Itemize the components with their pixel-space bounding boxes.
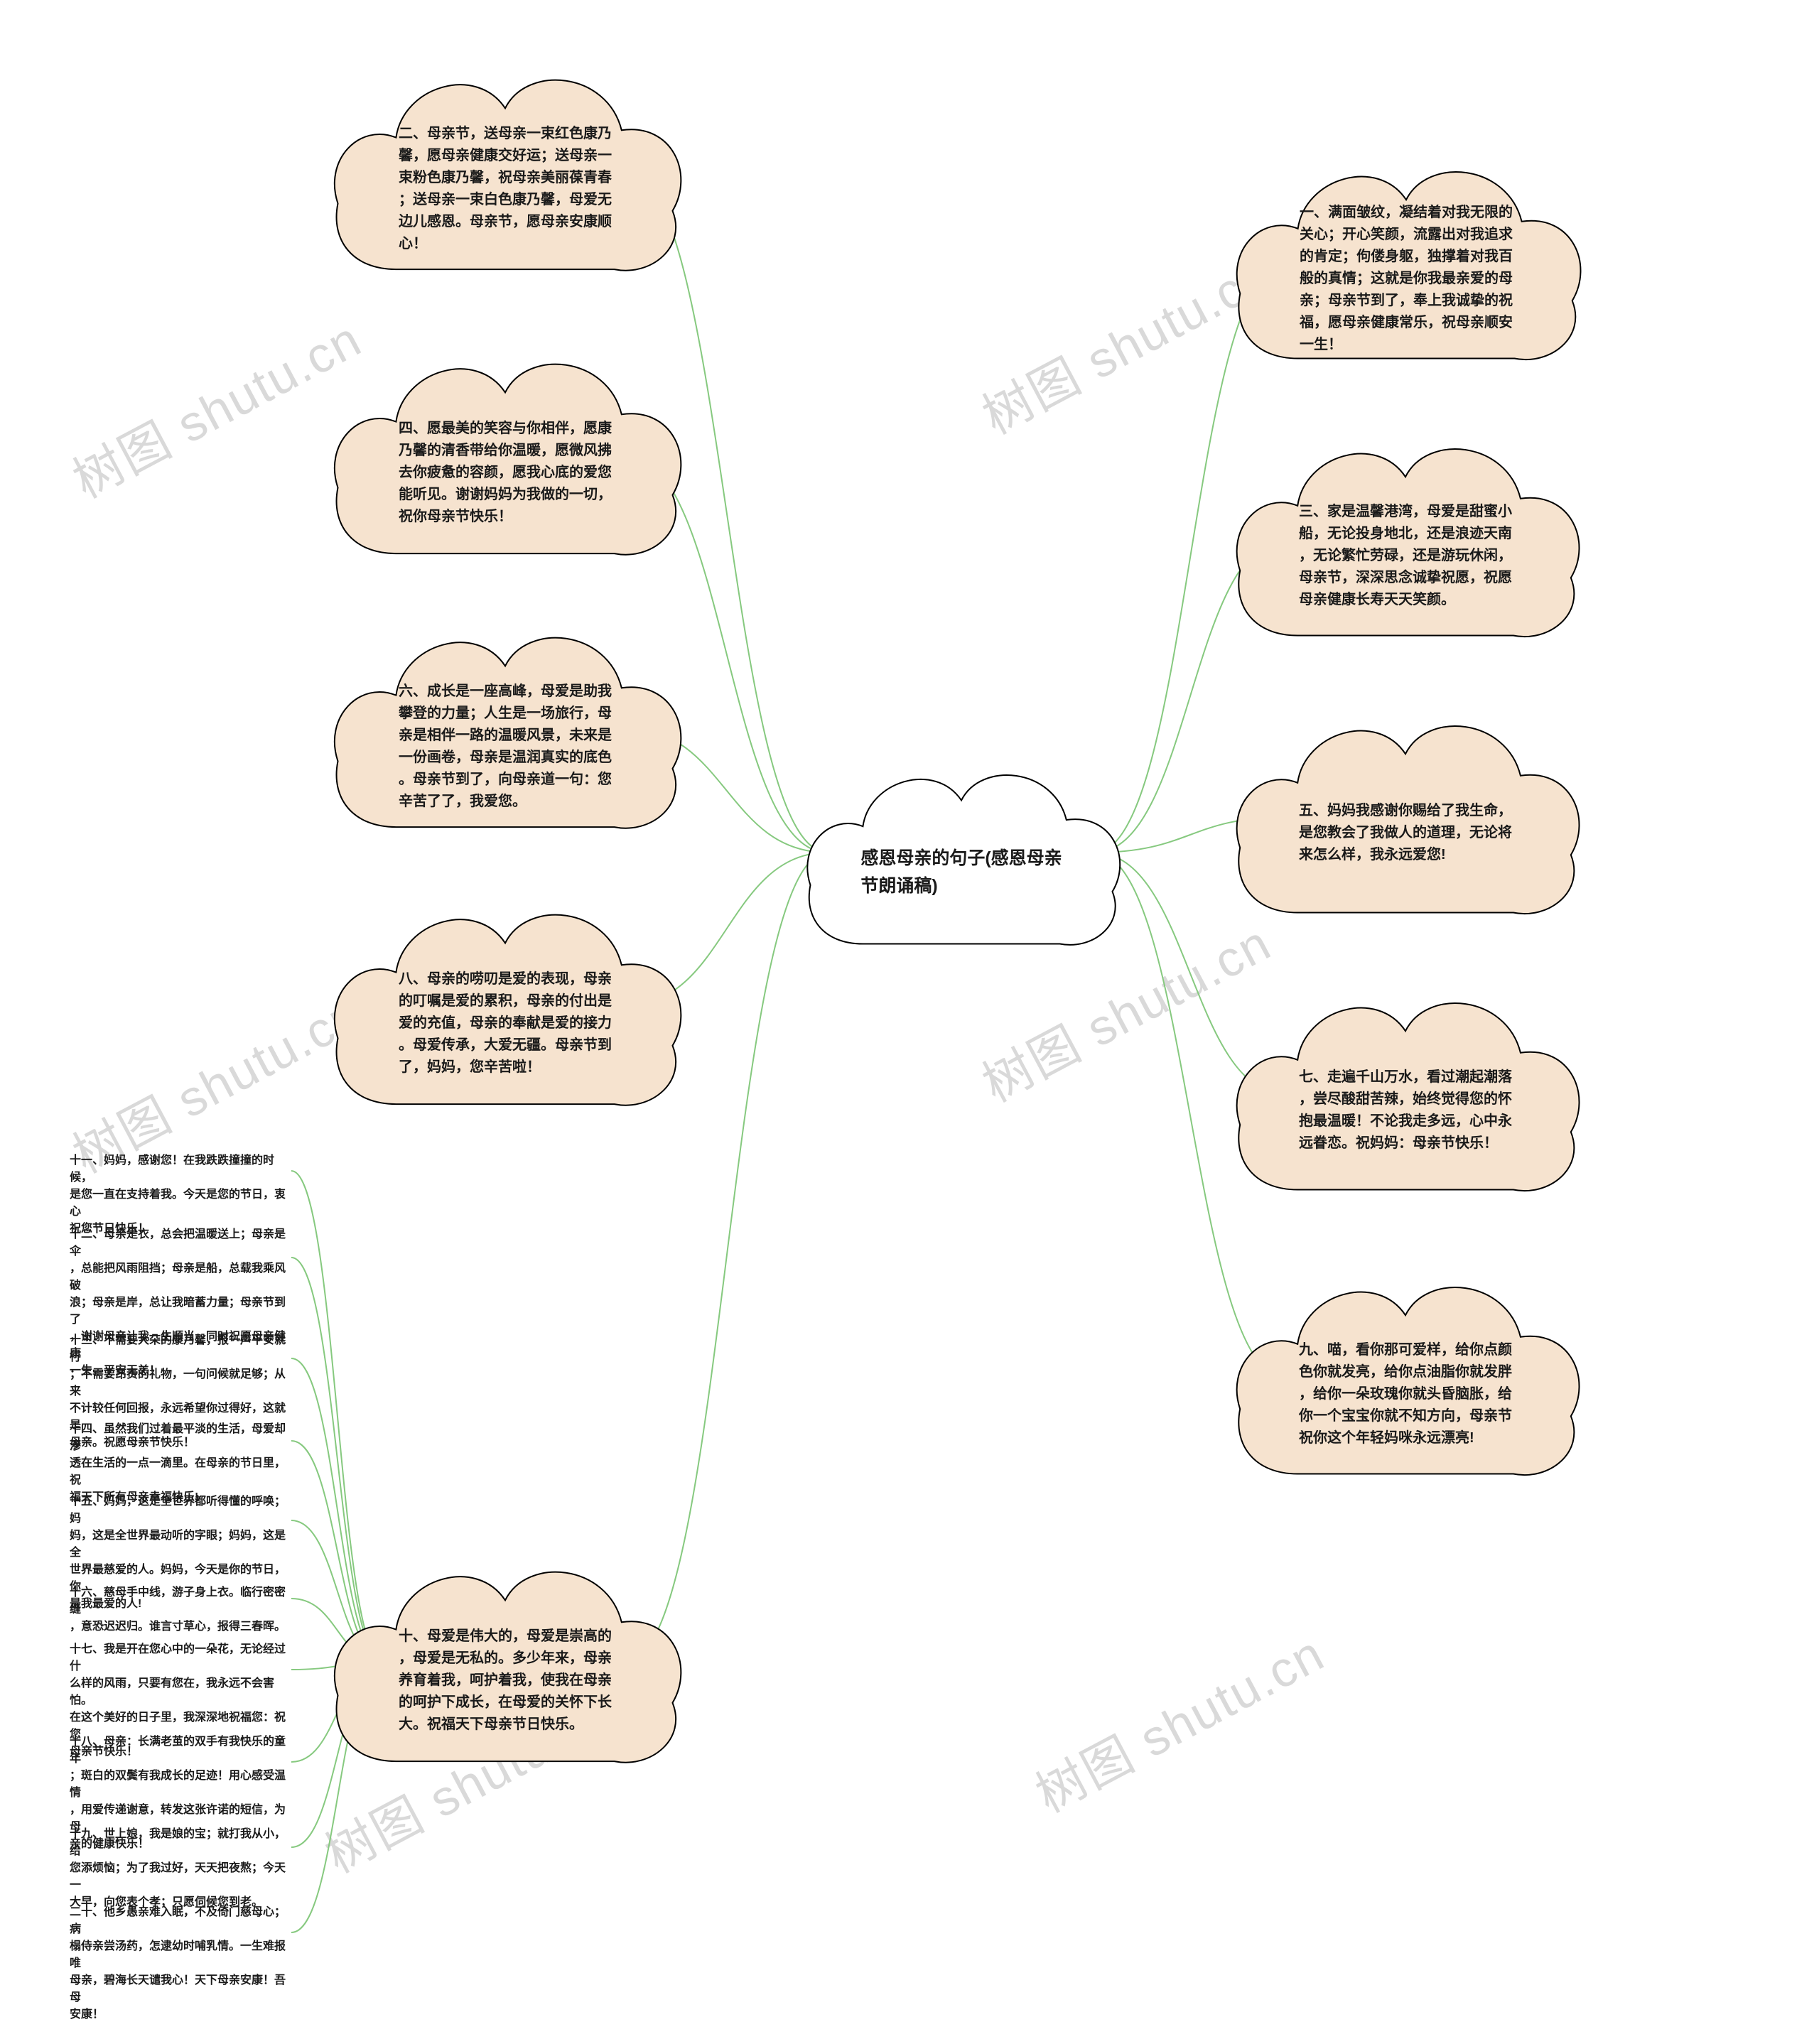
- cloud-node-center: 感恩母亲的句子(感恩母亲 节朗诵稿): [797, 748, 1126, 963]
- text-node-t16: 十六、慈母手中线，游子身上衣。临行密密缝 ，意恐迟迟归。谁言寸草心，报得三春晖。: [70, 1584, 291, 1635]
- text-node-t11: 十一、妈妈，感谢您！在我跌跌撞撞的时候， 是您一直在支持着我。今天是您的节日，衷…: [70, 1152, 291, 1238]
- cloud-text: 七、走遍千山万水，看过潮起潮落 ，尝尽酸甜苦辣，始终觉得您的怀 抱最温暖！不论我…: [1299, 1066, 1512, 1155]
- cloud-text: 一、满面皱纹，凝结着对我无限的 关心；开心笑颜，流露出对我追求 的肯定；佝偻身躯…: [1300, 202, 1513, 356]
- cloud-node-r9: 九、喵，看你那可爱样，给你点颜 色你就发亮，给你点油脂你就发胖 ，给你一朵玫瑰你…: [1226, 1258, 1585, 1496]
- cloud-text: 六、成长是一座高峰，母爱是助我 攀登的力量；人生是一场旅行，母 亲是相伴一路的温…: [399, 681, 612, 813]
- cloud-text: 九、喵，看你那可爱样，给你点颜 色你就发亮，给你点油脂你就发胖 ，给你一朵玫瑰你…: [1299, 1339, 1512, 1449]
- cloud-text: 感恩母亲的句子(感恩母亲 节朗诵稿): [860, 845, 1062, 900]
- cloud-text: 十、母爱是伟大的，母爱是崇高的 ，母爱是无私的。多少年来，母亲 养育着我，呵护着…: [399, 1626, 612, 1736]
- text-node-t20: 二十、他乡愚亲难入眠，不及倚门慈母心；病 榻侍亲尝汤药，怎逮幼时哺乳情。一生难报…: [70, 1904, 291, 2023]
- cloud-node-r3: 三、家是温馨港湾，母爱是甜蜜小 船，无论投身地北，还是浪迹天南 ，无论繁忙劳碌，…: [1226, 419, 1585, 657]
- cloud-text: 三、家是温馨港湾，母爱是甜蜜小 船，无论投身地北，还是浪迹天南 ，无论繁忙劳碌，…: [1299, 501, 1512, 611]
- cloud-text: 五、妈妈我感谢你赐给了我生命， 是您教会了我做人的道理，无论将 来怎么样，我永远…: [1299, 800, 1512, 866]
- cloud-text: 八、母亲的唠叨是爱的表现，母亲 的叮嘱是爱的累积，母亲的付出是 爱的充值，母亲的…: [399, 968, 612, 1078]
- cloud-text: 四、愿最美的笑容与你相伴，愿康 乃馨的清香带给你温暖，愿微风拂 去你疲惫的容颜，…: [399, 418, 612, 528]
- watermark-5: 树图 shutu.cn: [1022, 1614, 1335, 1827]
- text-node-t19: 十九、世上娘，我是娘的宝；就打我从小，给 您添烦恼；为了我过好，天天把夜熬；今天…: [70, 1826, 291, 1911]
- cloud-node-r1: 一、满面皱纹，凝结着对我无限的 关心；开心笑颜，流露出对我追求 的肯定；佝偻身躯…: [1226, 142, 1587, 380]
- cloud-node-l10: 十、母爱是伟大的，母爱是崇高的 ，母爱是无私的。多少年来，母亲 养育着我，呵护着…: [323, 1542, 687, 1783]
- cloud-node-l4: 四、愿最美的笑容与你相伴，愿康 乃馨的清香带给你温暖，愿微风拂 去你疲惫的容颜，…: [323, 334, 687, 575]
- cloud-node-r5: 五、妈妈我感谢你赐给了我生命， 是您教会了我做人的道理，无论将 来怎么样，我永远…: [1226, 696, 1585, 934]
- cloud-node-l6: 六、成长是一座高峰，母爱是助我 攀登的力量；人生是一场旅行，母 亲是相伴一路的温…: [323, 607, 687, 849]
- cloud-node-r7: 七、走遍千山万水，看过潮起潮落 ，尝尽酸甜苦辣，始终觉得您的怀 抱最温暖！不论我…: [1226, 973, 1585, 1211]
- cloud-node-l2: 二、母亲节，送母亲一束红色康乃 馨，愿母亲健康交好运；送母亲一 束粉色康乃馨，祝…: [323, 50, 687, 291]
- mindmap-canvas: 树图 shutu.cn树图 shutu.cn树图 shutu.cn树图 shut…: [0, 0, 1819, 2044]
- cloud-node-l8: 八、母亲的唠叨是爱的表现，母亲 的叮嘱是爱的累积，母亲的付出是 爱的充值，母亲的…: [323, 885, 687, 1126]
- cloud-text: 二、母亲节，送母亲一束红色康乃 馨，愿母亲健康交好运；送母亲一 束粉色康乃馨，祝…: [399, 123, 612, 255]
